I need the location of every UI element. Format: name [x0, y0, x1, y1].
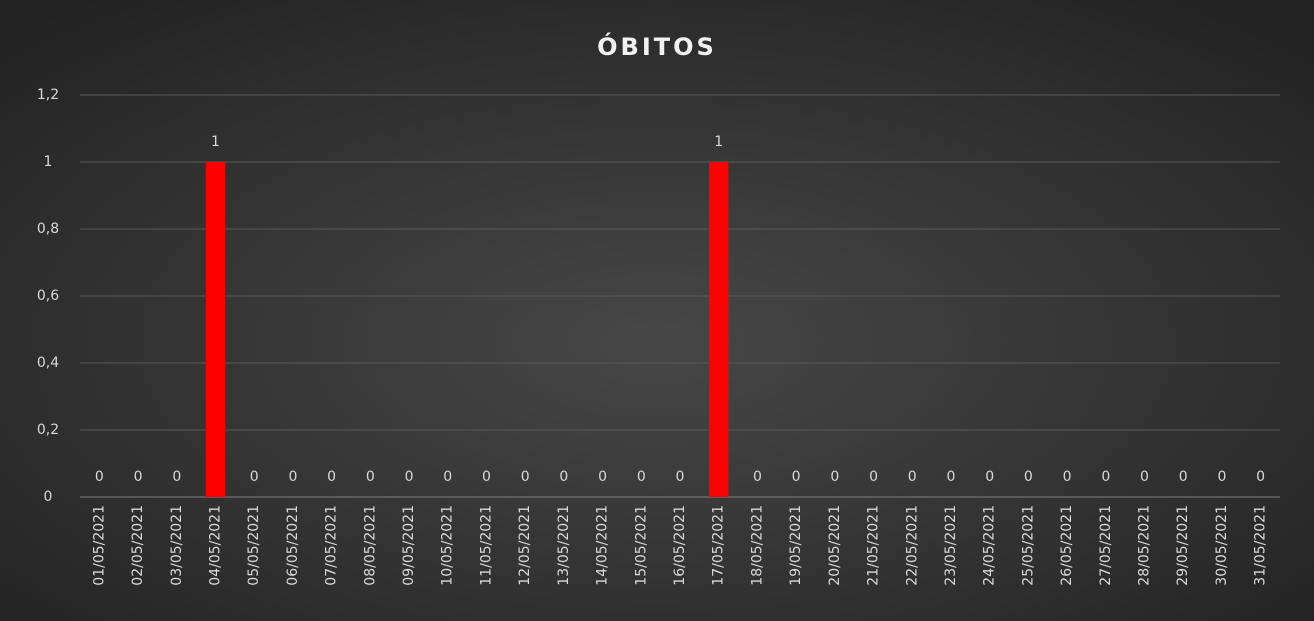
y-tick-label: 0,4	[37, 355, 59, 371]
data-label: 0	[134, 469, 143, 485]
data-label: 0	[1101, 469, 1110, 485]
x-tick-label: 30/05/2021	[1214, 505, 1230, 586]
bar	[709, 162, 729, 497]
data-label: 0	[869, 469, 878, 485]
x-tick-label: 29/05/2021	[1175, 505, 1191, 586]
data-label: 0	[1179, 469, 1188, 485]
data-label: 0	[366, 469, 375, 485]
y-tick-label: 0,2	[37, 422, 59, 438]
x-tick-label: 10/05/2021	[440, 505, 456, 586]
data-label: 0	[1063, 469, 1072, 485]
x-tick-label: 31/05/2021	[1253, 505, 1269, 586]
x-tick-label: 19/05/2021	[788, 505, 804, 586]
x-tick-label: 20/05/2021	[827, 505, 843, 586]
x-tick-label: 03/05/2021	[169, 505, 185, 586]
x-tick-label: 12/05/2021	[517, 505, 533, 586]
x-tick-label: 26/05/2021	[1059, 505, 1075, 586]
y-tick-label: 0	[44, 489, 53, 505]
x-tick-label: 27/05/2021	[1098, 505, 1114, 586]
x-tick-label: 01/05/2021	[91, 505, 107, 586]
data-label: 0	[792, 469, 801, 485]
data-label: 0	[95, 469, 104, 485]
x-tick-label: 16/05/2021	[672, 505, 688, 586]
data-label: 0	[250, 469, 259, 485]
x-tick-label: 22/05/2021	[904, 505, 920, 586]
y-tick-label: 1,2	[37, 87, 59, 103]
x-tick-label: 04/05/2021	[207, 505, 223, 586]
y-tick-label: 0,6	[37, 288, 59, 304]
x-tick-label: 05/05/2021	[246, 505, 262, 586]
data-label: 0	[443, 469, 452, 485]
data-label: 0	[753, 469, 762, 485]
y-tick-label: 0,8	[37, 221, 59, 237]
data-label: 0	[1217, 469, 1226, 485]
x-tick-label: 13/05/2021	[556, 505, 572, 586]
data-label: 0	[559, 469, 568, 485]
data-label: 0	[676, 469, 685, 485]
data-label: 0	[327, 469, 336, 485]
x-tick-label: 21/05/2021	[866, 505, 882, 586]
data-label: 0	[830, 469, 839, 485]
x-tick-label: 24/05/2021	[982, 505, 998, 586]
data-label: 0	[172, 469, 181, 485]
data-label: 1	[211, 134, 220, 150]
data-label: 0	[1256, 469, 1265, 485]
x-tick-label: 14/05/2021	[595, 505, 611, 586]
data-label: 0	[405, 469, 414, 485]
x-tick-label: 28/05/2021	[1137, 505, 1153, 586]
x-tick-label: 17/05/2021	[711, 505, 727, 586]
data-label: 0	[482, 469, 491, 485]
y-tick-label: 1	[44, 154, 53, 170]
data-label: 0	[1140, 469, 1149, 485]
data-label: 0	[985, 469, 994, 485]
data-label: 0	[908, 469, 917, 485]
chart-title: ÓBITOS	[597, 31, 717, 61]
x-tick-label: 09/05/2021	[401, 505, 417, 586]
x-tick-label: 15/05/2021	[633, 505, 649, 586]
x-tick-label: 18/05/2021	[749, 505, 765, 586]
data-label: 0	[598, 469, 607, 485]
data-label: 0	[288, 469, 297, 485]
x-tick-label: 23/05/2021	[943, 505, 959, 586]
data-label: 1	[714, 134, 723, 150]
bar	[205, 162, 226, 497]
data-label: 0	[1024, 469, 1033, 485]
x-tick-label: 08/05/2021	[362, 505, 378, 586]
x-tick-label: 02/05/2021	[130, 505, 146, 586]
x-tick-label: 25/05/2021	[1020, 505, 1036, 586]
data-label: 0	[947, 469, 956, 485]
x-tick-label: 07/05/2021	[324, 505, 340, 586]
data-label: 0	[521, 469, 530, 485]
x-tick-label: 11/05/2021	[478, 505, 494, 586]
x-tick-label: 06/05/2021	[285, 505, 301, 586]
data-label: 0	[637, 469, 646, 485]
